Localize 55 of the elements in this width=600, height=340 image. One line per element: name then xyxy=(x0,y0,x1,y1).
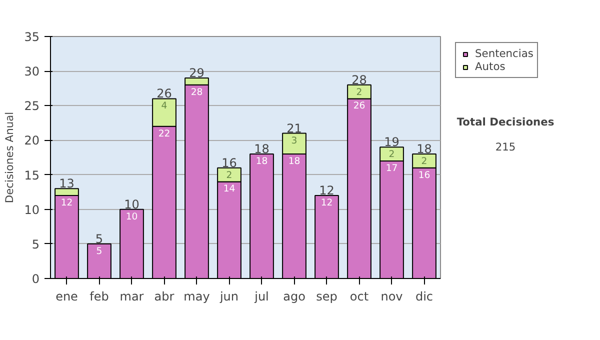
x-tick-label: mar xyxy=(120,290,144,304)
data-label: 16 xyxy=(418,170,430,181)
data-label: 3 xyxy=(291,135,298,146)
data-label: 10 xyxy=(126,211,138,222)
total-label: 10 xyxy=(124,197,140,212)
data-label: 2 xyxy=(421,156,428,168)
x-tick-label: may xyxy=(184,290,210,304)
data-label: 26 xyxy=(353,100,366,112)
y-tick-label: 10 xyxy=(24,202,40,217)
x-tick-label: dic xyxy=(415,290,434,304)
legend-label: Autos xyxy=(475,60,506,73)
x-tick-label: abr xyxy=(154,290,174,304)
x-tick-label: sep xyxy=(316,290,338,304)
data-label: 18 xyxy=(256,156,268,168)
y-tick-label: 0 xyxy=(32,272,40,286)
total-label: 26 xyxy=(156,86,172,101)
y-tick-label: 15 xyxy=(24,168,40,182)
y-tick-label: 5 xyxy=(32,237,40,252)
y-tick-label: 30 xyxy=(24,64,40,79)
data-label: 18 xyxy=(288,156,300,168)
total-label: 16 xyxy=(222,156,237,170)
data-label: 2 xyxy=(388,149,395,160)
total-label: 18 xyxy=(254,142,270,156)
y-tick-label: 35 xyxy=(24,30,40,44)
x-tick-label: feb xyxy=(90,290,109,304)
data-label: 12 xyxy=(320,198,333,209)
data-label: 4 xyxy=(161,100,168,112)
data-label: 22 xyxy=(158,128,170,140)
x-tick-label: nov xyxy=(380,290,403,304)
total-label: 21 xyxy=(286,121,302,136)
x-tick-label: ago xyxy=(283,290,306,304)
data-label: 5 xyxy=(96,246,102,257)
y-tick-label: 25 xyxy=(24,99,40,114)
x-tick-label: oct xyxy=(350,290,369,304)
total-label: 5 xyxy=(95,232,104,246)
data-label: 14 xyxy=(223,184,236,195)
data-label: 17 xyxy=(386,162,398,174)
total-label: 13 xyxy=(59,176,74,191)
data-label: 12 xyxy=(60,198,73,209)
y-axis-title: Decisiones Anual xyxy=(3,112,16,204)
text: 215 xyxy=(495,140,516,154)
x-tick-label: jul xyxy=(254,290,269,304)
y-tick-label: 20 xyxy=(24,134,40,148)
total-label: 18 xyxy=(416,142,432,156)
total-label: 12 xyxy=(319,184,334,198)
total-label: 19 xyxy=(384,135,400,150)
data-label: 28 xyxy=(190,86,203,98)
x-tick-label: jun xyxy=(218,290,239,304)
data-label: 2 xyxy=(226,170,232,181)
data-label: 2 xyxy=(356,86,362,98)
total-label: 28 xyxy=(352,72,367,87)
x-tick-label: ene xyxy=(56,290,78,304)
legend-label: Sentencias xyxy=(475,47,534,60)
text: Total Decisiones xyxy=(456,116,554,128)
total-label: 29 xyxy=(189,66,204,80)
